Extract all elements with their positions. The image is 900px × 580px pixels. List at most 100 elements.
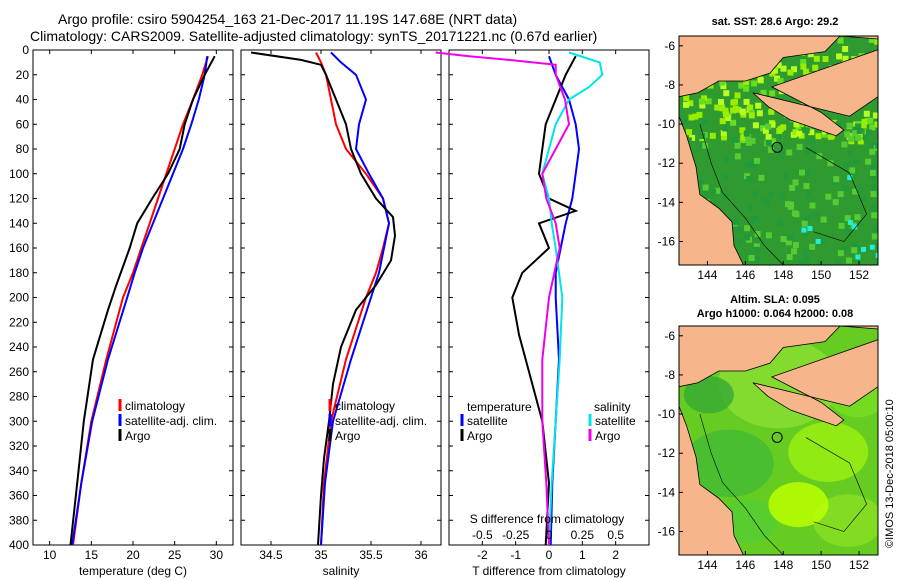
sst-pixel: [752, 215, 759, 222]
sst-pixel: [852, 126, 859, 133]
map-xtick-148: 148: [773, 268, 793, 282]
sst-pixel: [875, 134, 878, 141]
sst-pixel: [723, 111, 730, 118]
sst-pixel: [796, 130, 803, 137]
sst-pixel: [751, 80, 758, 87]
sst-pixel: [871, 212, 878, 219]
salinity-xlabel: salinity: [323, 564, 360, 578]
map-xtick-152: 152: [849, 268, 869, 282]
sst-pixel: [815, 133, 822, 140]
sst-pixel: [723, 194, 730, 201]
sst-pixel: [842, 55, 849, 62]
xtick-label-2: 2: [612, 548, 619, 562]
sst-pixel: [791, 248, 798, 255]
ytick-label-300: 300: [9, 414, 29, 428]
ytick-label-360: 360: [9, 489, 29, 503]
sst-pixel: [683, 95, 690, 102]
xtick-label-35: 35: [314, 548, 328, 562]
sst-pixel: [811, 147, 818, 154]
sst-pixel: [852, 224, 858, 230]
sst-pixel: [699, 102, 706, 109]
ytick-label-220: 220: [9, 315, 29, 329]
sst-pixel: [746, 139, 753, 146]
legend-temperature-title: temperature: [467, 400, 532, 414]
sst-pixel: [756, 110, 763, 117]
map-xtick-144: 144: [697, 558, 717, 572]
legend-s-satellite: satellite: [595, 414, 636, 428]
sst-pixel: [720, 129, 727, 136]
sst-pixel: [710, 188, 717, 195]
ytick-label-320: 320: [9, 439, 29, 453]
map-ytick--6: -6: [664, 329, 675, 343]
sst-pixel: [803, 255, 810, 262]
title-line-1: Argo profile: csiro 5904254_163 21-Dec-2…: [58, 11, 517, 27]
sst-pixel: [877, 50, 878, 57]
sst-pixel: [848, 135, 855, 142]
series-salinity-satellite: [541, 51, 604, 546]
sla-anomaly: [683, 375, 734, 414]
sst-pixel: [787, 69, 794, 76]
ytick-label-80: 80: [16, 142, 30, 156]
sst-pixel: [699, 132, 706, 139]
shelf-contour: [699, 123, 784, 265]
map-ytick--6: -6: [664, 39, 675, 53]
map-ytick--8: -8: [664, 368, 675, 382]
legend-climatology: climatology: [335, 399, 395, 413]
sst-pixel: [765, 123, 772, 130]
sst-pixel: [730, 107, 737, 114]
difference-legend-salinity: salinity satellite Argo: [588, 400, 636, 443]
sla-anomaly: [788, 421, 869, 482]
sst-pixel: [875, 142, 878, 149]
series-salinity-argo: [435, 51, 571, 546]
sla-anomaly: [683, 429, 774, 498]
ytick-label-400: 400: [9, 538, 29, 552]
sst-pixel: [870, 184, 877, 191]
sst-pixel: [800, 63, 807, 70]
ytick-label-340: 340: [9, 464, 29, 478]
sst-pixel: [780, 236, 787, 243]
sst-pixel: [765, 134, 772, 141]
sst-pixel: [771, 67, 778, 74]
sst-pixel: [874, 38, 878, 45]
map-ytick--14: -14: [658, 195, 676, 209]
sst-pixel: [754, 230, 761, 237]
sst-pixel: [852, 241, 859, 248]
map-xtick-144: 144: [697, 268, 717, 282]
temperature-xlabel: temperature (deg C): [79, 564, 187, 578]
sst-pixel: [686, 129, 693, 136]
sst-pixel: [876, 262, 878, 265]
sst-pixel: [685, 137, 692, 144]
depth-contour: [805, 147, 867, 242]
sst-pixel: [749, 137, 756, 144]
sst-pixel: [855, 123, 862, 130]
sst-pixel: [812, 64, 819, 71]
sst-pixel: [767, 191, 774, 198]
sst-pixel: [697, 180, 704, 187]
sst-pixel: [825, 193, 832, 200]
sst-pixel: [838, 222, 845, 229]
sst-pixel: [786, 254, 793, 261]
temperature-legend: climatology satellite-adj. clim. Argo: [118, 399, 217, 443]
sst-pixel: [868, 36, 875, 43]
sst-pixel: [822, 55, 829, 62]
sst-pixel: [743, 85, 750, 92]
sst-pixel: [857, 186, 864, 193]
depth-tick-labels: 0 20 40 60 80 100 120 140 160 180 200 220 240 260 280 3…: [9, 43, 649, 552]
map-ytick--16: -16: [658, 525, 676, 539]
sst-pixel: [723, 156, 730, 163]
sst-pixel: [805, 169, 812, 176]
sst-pixel: [709, 132, 716, 139]
sst-pixel: [857, 138, 864, 145]
ytick-label-240: 240: [9, 340, 29, 354]
sst-pixel: [769, 90, 776, 97]
sst-pixel: [841, 141, 848, 148]
xtick-label-10: 10: [43, 548, 57, 562]
sst-pixel: [870, 191, 877, 198]
land-cape-york: [679, 406, 744, 555]
sst-pixel: [787, 203, 794, 210]
sst-pixel: [785, 239, 792, 246]
sst-pixel: [793, 211, 800, 218]
land-papuan-peninsula: [752, 49, 878, 137]
sst-pixel: [779, 193, 786, 200]
